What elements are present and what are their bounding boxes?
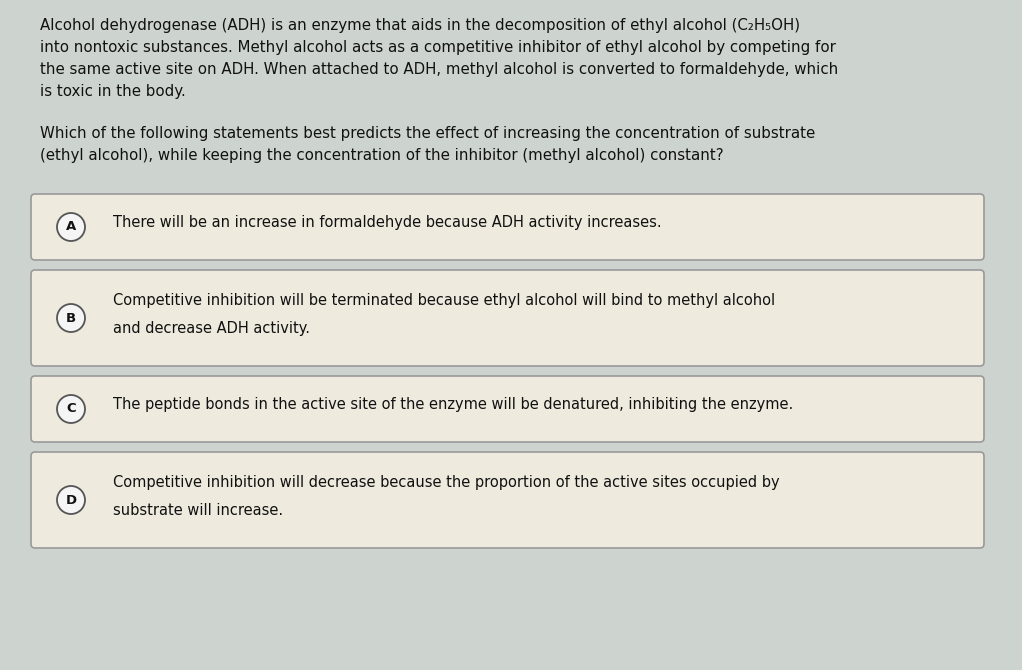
Circle shape (57, 486, 85, 514)
FancyBboxPatch shape (31, 270, 984, 366)
FancyBboxPatch shape (31, 194, 984, 260)
Text: Which of the following statements best predicts the effect of increasing the con: Which of the following statements best p… (40, 126, 816, 141)
Text: the same active site on ADH. When attached to ADH, methyl alcohol is converted t: the same active site on ADH. When attach… (40, 62, 838, 77)
Text: Alcohol dehydrogenase (ADH) is an enzyme that aids in the decomposition of ethyl: Alcohol dehydrogenase (ADH) is an enzyme… (40, 18, 800, 33)
Text: and decrease ADH activity.: and decrease ADH activity. (113, 321, 310, 336)
Text: C: C (66, 403, 76, 415)
Text: substrate will increase.: substrate will increase. (113, 503, 283, 518)
Text: D: D (65, 494, 77, 507)
Circle shape (57, 395, 85, 423)
FancyBboxPatch shape (31, 376, 984, 442)
Text: Competitive inhibition will decrease because the proportion of the active sites : Competitive inhibition will decrease bec… (113, 475, 780, 490)
Text: There will be an increase in formaldehyde because ADH activity increases.: There will be an increase in formaldehyd… (113, 214, 661, 230)
Text: A: A (65, 220, 76, 234)
Text: B: B (66, 312, 76, 324)
Text: The peptide bonds in the active site of the enzyme will be denatured, inhibiting: The peptide bonds in the active site of … (113, 397, 793, 411)
Text: (ethyl alcohol), while keeping the concentration of the inhibitor (methyl alcoho: (ethyl alcohol), while keeping the conce… (40, 148, 724, 163)
Circle shape (57, 213, 85, 241)
FancyBboxPatch shape (31, 452, 984, 548)
Text: Competitive inhibition will be terminated because ethyl alcohol will bind to met: Competitive inhibition will be terminate… (113, 293, 775, 308)
Text: is toxic in the body.: is toxic in the body. (40, 84, 186, 99)
Text: into nontoxic substances. Methyl alcohol acts as a competitive inhibitor of ethy: into nontoxic substances. Methyl alcohol… (40, 40, 836, 55)
Circle shape (57, 304, 85, 332)
